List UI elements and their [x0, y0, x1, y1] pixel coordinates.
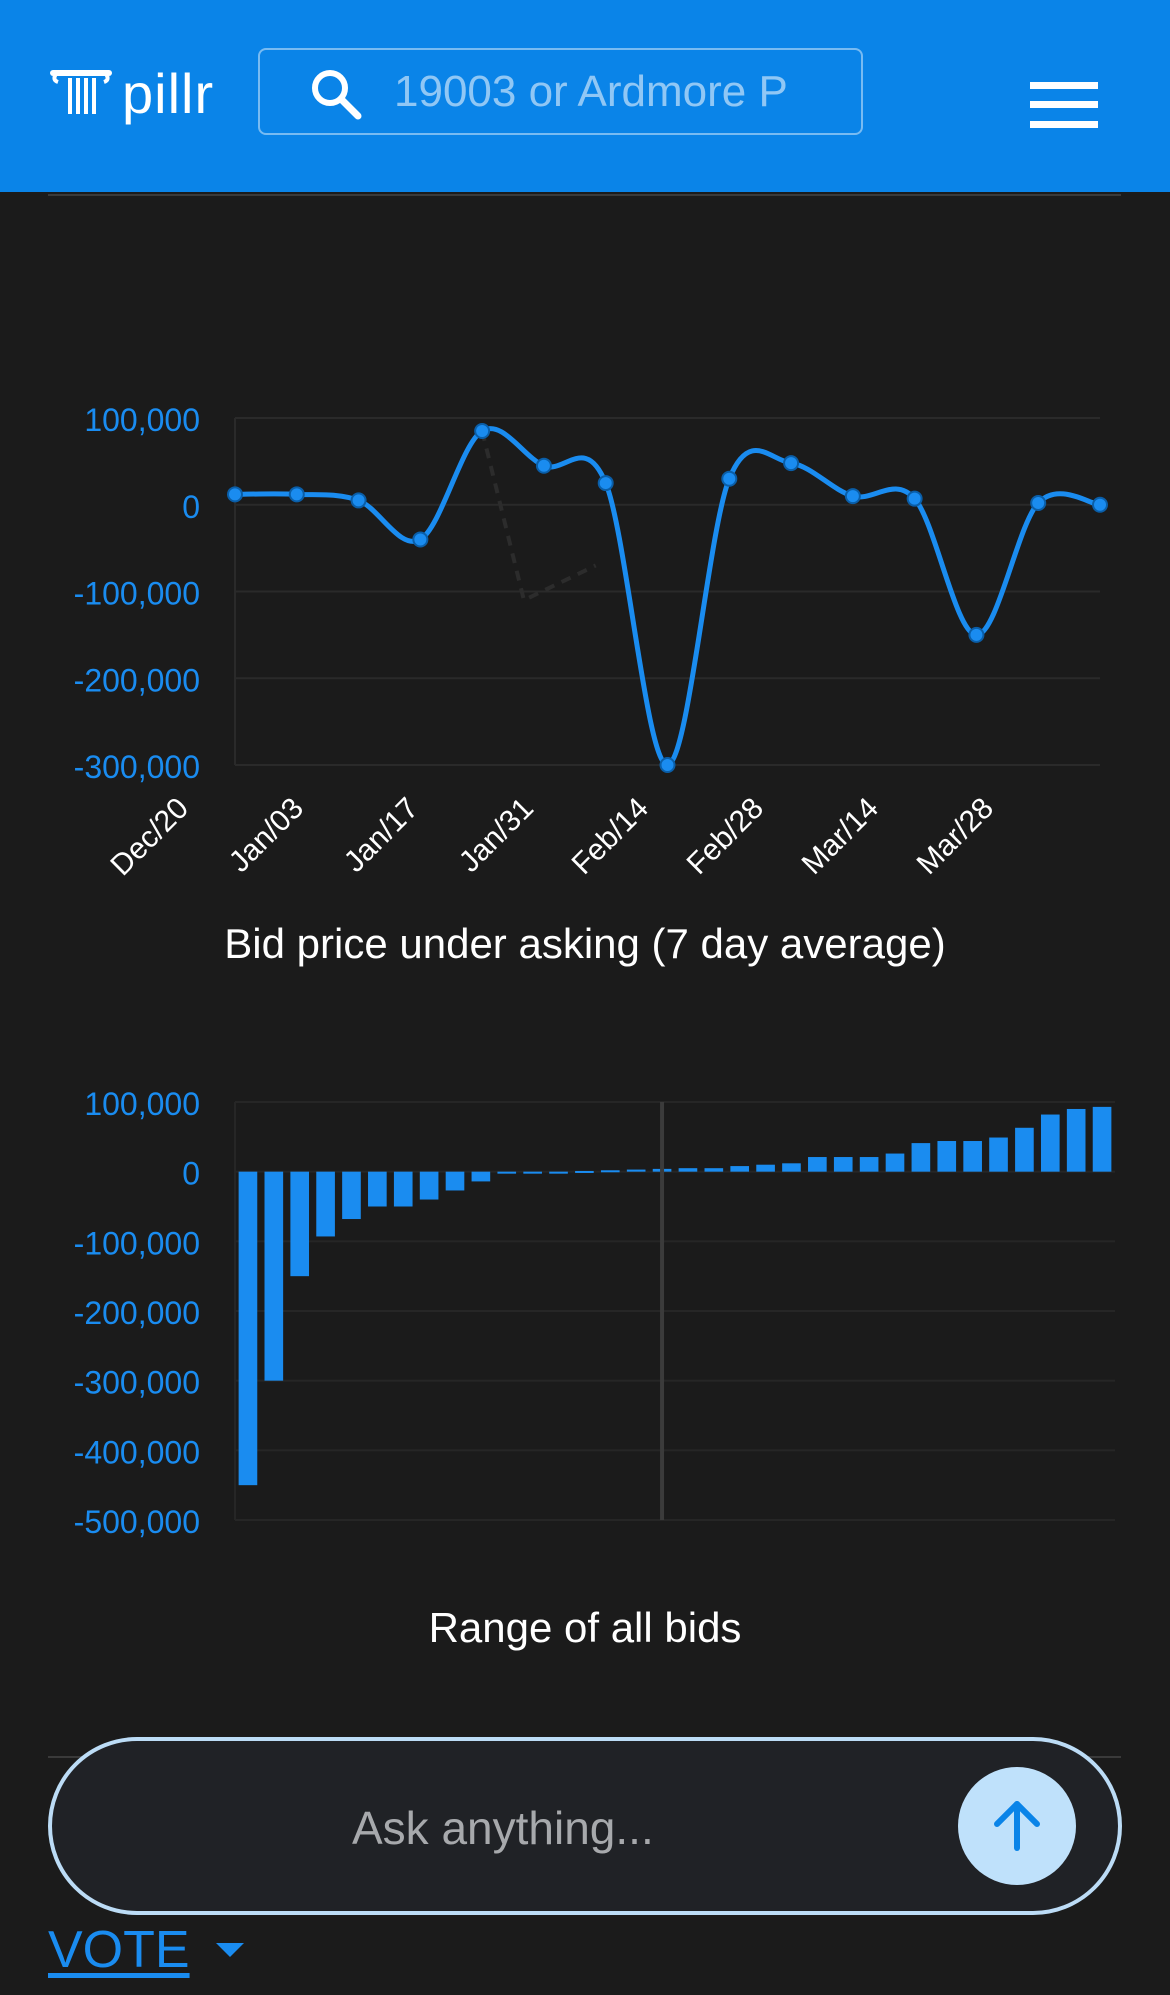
data-point [721, 470, 738, 487]
x-tick-label: Mar/28 [911, 792, 1000, 881]
vote-label: VOTE [48, 1921, 190, 1979]
x-tick-label: Dec/20 [104, 792, 195, 883]
search-box[interactable] [258, 48, 863, 135]
bar [1066, 1108, 1086, 1172]
vote-dropdown[interactable]: VOTE [48, 1920, 244, 1980]
bar [471, 1171, 491, 1182]
logo-text: pillr [122, 62, 215, 125]
y-tick-label: -300,000 [74, 1365, 200, 1401]
caret-down-icon [215, 1943, 244, 1957]
bar [445, 1171, 465, 1191]
bar [937, 1141, 957, 1172]
x-tick-label: Mar/14 [796, 792, 885, 881]
range-of-bids-bar-chart: 100,000 0 -100,000 -200,000 -300,000 -400,000… [74, 1086, 1115, 1540]
secondary-trace [480, 430, 597, 604]
bar [730, 1166, 750, 1172]
data-point [968, 626, 985, 643]
data-point [535, 457, 552, 474]
x-tick-label: Jan/17 [338, 792, 425, 879]
bar [549, 1171, 568, 1174]
bar [704, 1168, 724, 1172]
y-tick-label: -500,000 [74, 1504, 200, 1540]
y-tick-label: -400,000 [74, 1434, 200, 1470]
bar [782, 1163, 801, 1172]
bar [963, 1141, 982, 1172]
bar [290, 1171, 310, 1277]
bar [1092, 1106, 1112, 1172]
bar [368, 1171, 387, 1207]
bar [678, 1168, 698, 1172]
data-point [350, 492, 367, 509]
bar [859, 1157, 879, 1172]
y-tick-label: 0 [182, 489, 200, 525]
data-point [597, 475, 614, 492]
y-tick-label: 0 [182, 1156, 200, 1192]
data-point [227, 486, 243, 503]
series-line [234, 426, 1101, 768]
x-tick-label: Feb/28 [681, 792, 770, 881]
bar [238, 1171, 258, 1486]
arrow-up-icon [994, 1801, 1040, 1851]
bar [575, 1170, 594, 1173]
data-point [1030, 495, 1047, 512]
bar [264, 1171, 284, 1381]
send-button[interactable] [958, 1767, 1076, 1885]
y-tick-label: -300,000 [74, 749, 200, 785]
top-navigation-bar: pillr [0, 0, 1170, 192]
data-point [783, 455, 800, 472]
logo[interactable]: pillr [48, 64, 214, 124]
bar [1015, 1127, 1034, 1172]
data-point [906, 490, 923, 507]
bar [523, 1171, 542, 1174]
y-tick-label: -100,000 [74, 1225, 200, 1261]
bar [808, 1157, 827, 1172]
bar [393, 1171, 413, 1207]
y-tick-label: 100,000 [84, 402, 200, 438]
data-point [474, 423, 491, 440]
x-tick-label: Feb/14 [566, 792, 655, 881]
bar [316, 1171, 335, 1237]
y-tick-label: -100,000 [74, 576, 200, 612]
data-point [1092, 496, 1108, 513]
bar [833, 1157, 853, 1172]
bar [342, 1171, 361, 1220]
search-input[interactable] [394, 64, 834, 120]
bid-under-asking-line-chart: 100,000 0 -100,000 -200,000 -300,000 Dec/20 Ja… [74, 402, 1108, 883]
top-divider [48, 194, 1121, 196]
bar [885, 1153, 905, 1172]
ask-input[interactable] [352, 1801, 952, 1855]
hamburger-menu-icon[interactable] [1030, 82, 1098, 128]
bar [497, 1171, 517, 1174]
bar [626, 1169, 646, 1172]
x-tick-label: Jan/03 [223, 792, 310, 879]
data-point [659, 757, 676, 773]
y-tick-label: -200,000 [74, 662, 200, 698]
y-tick-label: 100,000 [84, 1086, 200, 1122]
bar [419, 1171, 439, 1200]
y-tick-label: -200,000 [74, 1295, 200, 1331]
x-tick-label: Jan/31 [453, 792, 540, 879]
bar [600, 1170, 620, 1173]
bar [1040, 1114, 1060, 1172]
bar [756, 1164, 775, 1172]
bar [989, 1137, 1008, 1172]
ask-anything-box [48, 1737, 1122, 1915]
data-point [288, 486, 305, 503]
bar [911, 1143, 931, 1172]
data-point [844, 488, 861, 505]
bar-chart-title: Range of all bids [428, 1604, 742, 1651]
data-point [412, 531, 429, 548]
pillar-icon [48, 68, 114, 121]
line-chart-title: Bid price under asking (7 day average) [224, 920, 946, 967]
search-icon [312, 70, 362, 120]
